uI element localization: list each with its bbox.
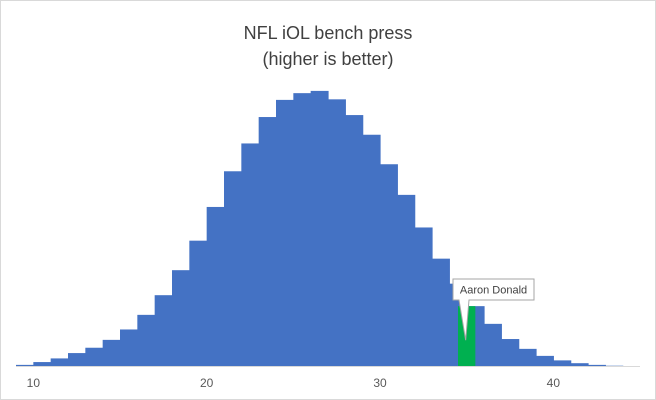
histogram-bar (293, 93, 312, 367)
histogram-bar (380, 164, 398, 366)
histogram-bar (397, 194, 416, 366)
histogram-bar (137, 314, 156, 366)
histogram-bar (276, 99, 294, 366)
histogram-bar (258, 117, 277, 366)
chart-title: NFL iOL bench press (243, 23, 413, 43)
histogram-bar (50, 358, 69, 366)
annotation-label: Aaron Donald (460, 285, 527, 297)
histogram-bar (588, 364, 606, 366)
histogram-bar (553, 360, 572, 366)
histogram-bar (432, 258, 450, 366)
histogram-bar (345, 115, 364, 366)
histogram-bar (414, 227, 433, 366)
annotation-callout (452, 278, 535, 341)
histogram-bar (85, 347, 104, 366)
histogram-bar (310, 90, 329, 366)
histogram-bar (570, 363, 589, 366)
histogram-bar (328, 99, 346, 367)
histogram-bar (536, 355, 554, 366)
histogram-bar (518, 348, 537, 366)
histogram-bar (206, 206, 225, 366)
x-tick-label: 30 (373, 376, 387, 390)
histogram-bar (16, 364, 34, 366)
histogram-bar (172, 270, 190, 366)
x-tick-label: 40 (547, 376, 561, 390)
histogram-bar (484, 323, 502, 366)
histogram-bar (501, 339, 520, 366)
histogram-bar (189, 240, 208, 366)
histogram-bar (68, 353, 86, 366)
histogram-bar (120, 329, 138, 366)
histogram-bar (241, 143, 260, 366)
x-tick-label: 20 (200, 376, 214, 390)
histogram-bar (102, 339, 121, 366)
histogram-bar (33, 362, 52, 366)
histogram-bar (154, 295, 173, 366)
x-tick-label: 10 (27, 376, 41, 390)
chart-subtitle: (higher is better) (262, 49, 394, 69)
histogram-bar (362, 134, 381, 366)
histogram-bar (224, 171, 242, 366)
